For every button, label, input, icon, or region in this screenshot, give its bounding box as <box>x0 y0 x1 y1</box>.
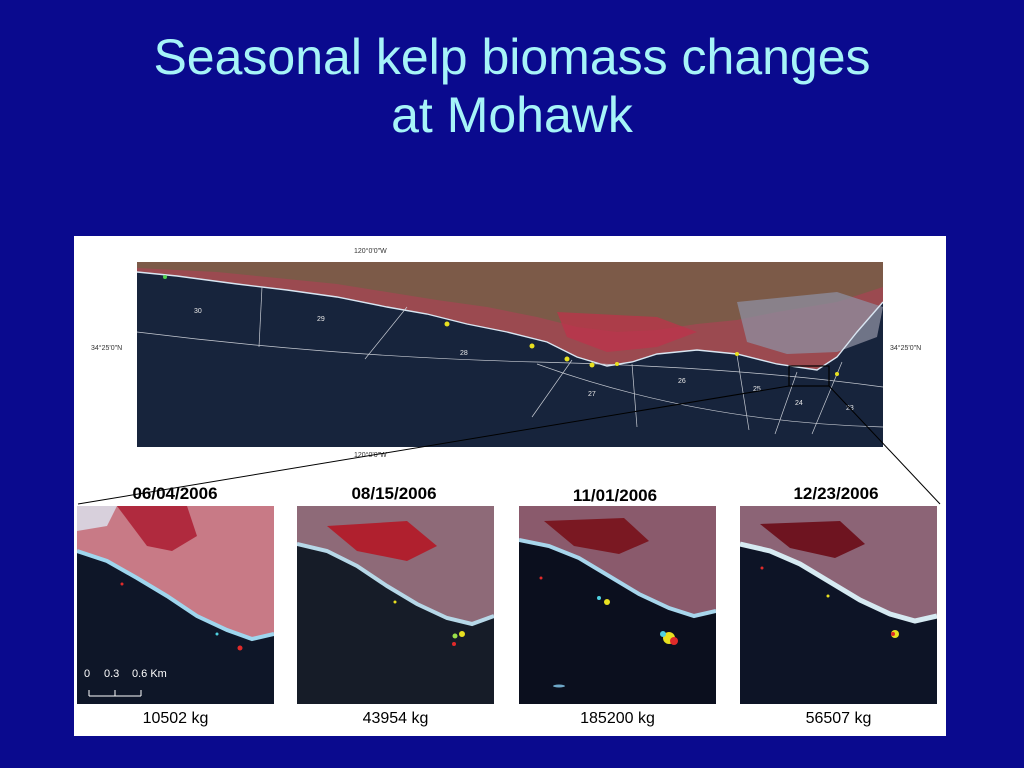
panel-date: 11/01/2006 <box>572 486 658 505</box>
lon-label-top: 120°0'0"W <box>354 248 387 255</box>
satellite-panel-3 <box>519 506 716 704</box>
panel-date: 06/04/2006 <box>132 484 218 503</box>
zone-label: 24 <box>795 400 803 407</box>
zone-label: 29 <box>317 316 325 323</box>
satellite-panel-4 <box>740 506 937 704</box>
overview-map: 30 29 28 27 26 25 24 23 <box>137 262 883 447</box>
satellite-panel-1: 0 0.3 0.6 Km <box>77 506 274 704</box>
slide-title: Seasonal kelp biomass changes at Mohawk <box>0 28 1024 144</box>
lat-label-left: 34°25'0"N <box>91 345 123 352</box>
zone-label: 25 <box>753 386 761 393</box>
scale-bar-tick-0: 0 <box>84 668 91 680</box>
panel-biomass: 56507 kg <box>805 710 872 727</box>
title-line-2: at Mohawk <box>391 87 633 143</box>
zone-label: 27 <box>588 391 596 398</box>
satellite-panel-2 <box>297 506 494 704</box>
figure-panel: 120°0'0"W 120°0'0"W 34°25'0"N 34°25'0"N <box>74 236 946 736</box>
panel-date: 08/15/2006 <box>351 484 437 503</box>
zone-label: 28 <box>460 350 468 357</box>
zone-label: 23 <box>846 405 854 412</box>
zone-label: 26 <box>678 378 686 385</box>
scale-bar-tick-2: 0.6 Km <box>132 668 167 680</box>
lat-label-right: 34°25'0"N <box>890 345 922 352</box>
zone-label: 30 <box>194 308 202 315</box>
scale-bar-tick-1: 0.3 <box>104 668 120 680</box>
panel-date: 12/23/2006 <box>793 484 879 503</box>
panel-biomass: 10502 kg <box>142 710 209 727</box>
panel-biomass: 43954 kg <box>362 710 429 727</box>
lon-label-bottom: 120°0'0"W <box>354 452 387 459</box>
panel-biomass: 185200 kg <box>580 710 655 727</box>
title-line-1: Seasonal kelp biomass changes <box>153 29 871 85</box>
